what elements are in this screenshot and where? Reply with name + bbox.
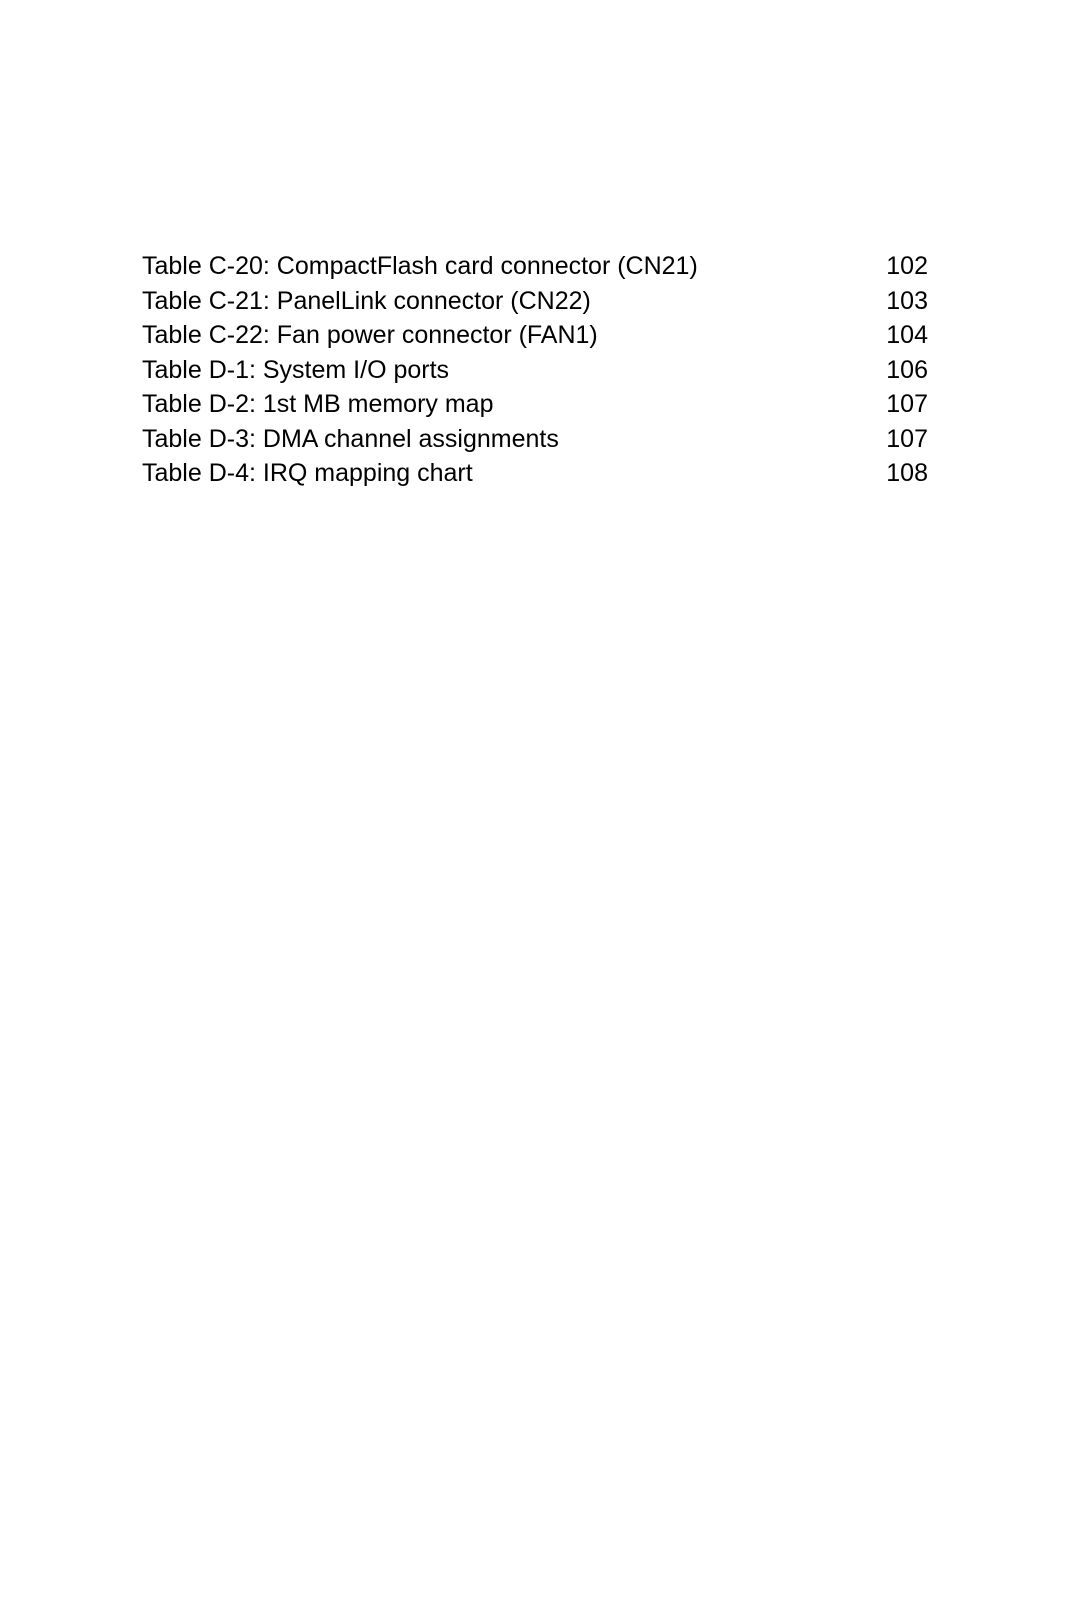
document-page: Table C-20: CompactFlash card connector …	[0, 0, 1080, 1618]
toc-entry-label: Table C-22: Fan power connector (FAN1)	[142, 323, 598, 348]
toc-entry-page: 108	[886, 461, 928, 486]
toc-entry-page: 103	[886, 289, 928, 314]
toc-entry-label: Table D-3: DMA channel assignments	[142, 427, 559, 452]
table-of-contents: Table C-20: CompactFlash card connector …	[142, 254, 928, 486]
toc-entry-label: Table C-20: CompactFlash card connector …	[142, 254, 698, 279]
toc-entry: Table D-2: 1st MB memory map 107	[142, 392, 928, 417]
toc-entry-label: Table D-4: IRQ mapping chart	[142, 461, 473, 486]
toc-entry: Table C-20: CompactFlash card connector …	[142, 254, 928, 279]
toc-entry-label: Table C-21: PanelLink connector (CN22)	[142, 289, 591, 314]
toc-entry-page: 104	[886, 323, 928, 348]
toc-entry: Table C-22: Fan power connector (FAN1) 1…	[142, 323, 928, 348]
toc-entry-page: 107	[886, 427, 928, 452]
toc-entry-page: 107	[886, 392, 928, 417]
toc-entry-label: Table D-1: System I/O ports	[142, 358, 449, 383]
toc-entry: Table D-1: System I/O ports 106	[142, 358, 928, 383]
toc-entry-label: Table D-2: 1st MB memory map	[142, 392, 494, 417]
toc-entry-page: 106	[886, 358, 928, 383]
toc-entry: Table D-3: DMA channel assignments 107	[142, 427, 928, 452]
toc-entry-page: 102	[886, 254, 928, 279]
toc-entry: Table D-4: IRQ mapping chart 108	[142, 461, 928, 486]
toc-entry: Table C-21: PanelLink connector (CN22) 1…	[142, 289, 928, 314]
